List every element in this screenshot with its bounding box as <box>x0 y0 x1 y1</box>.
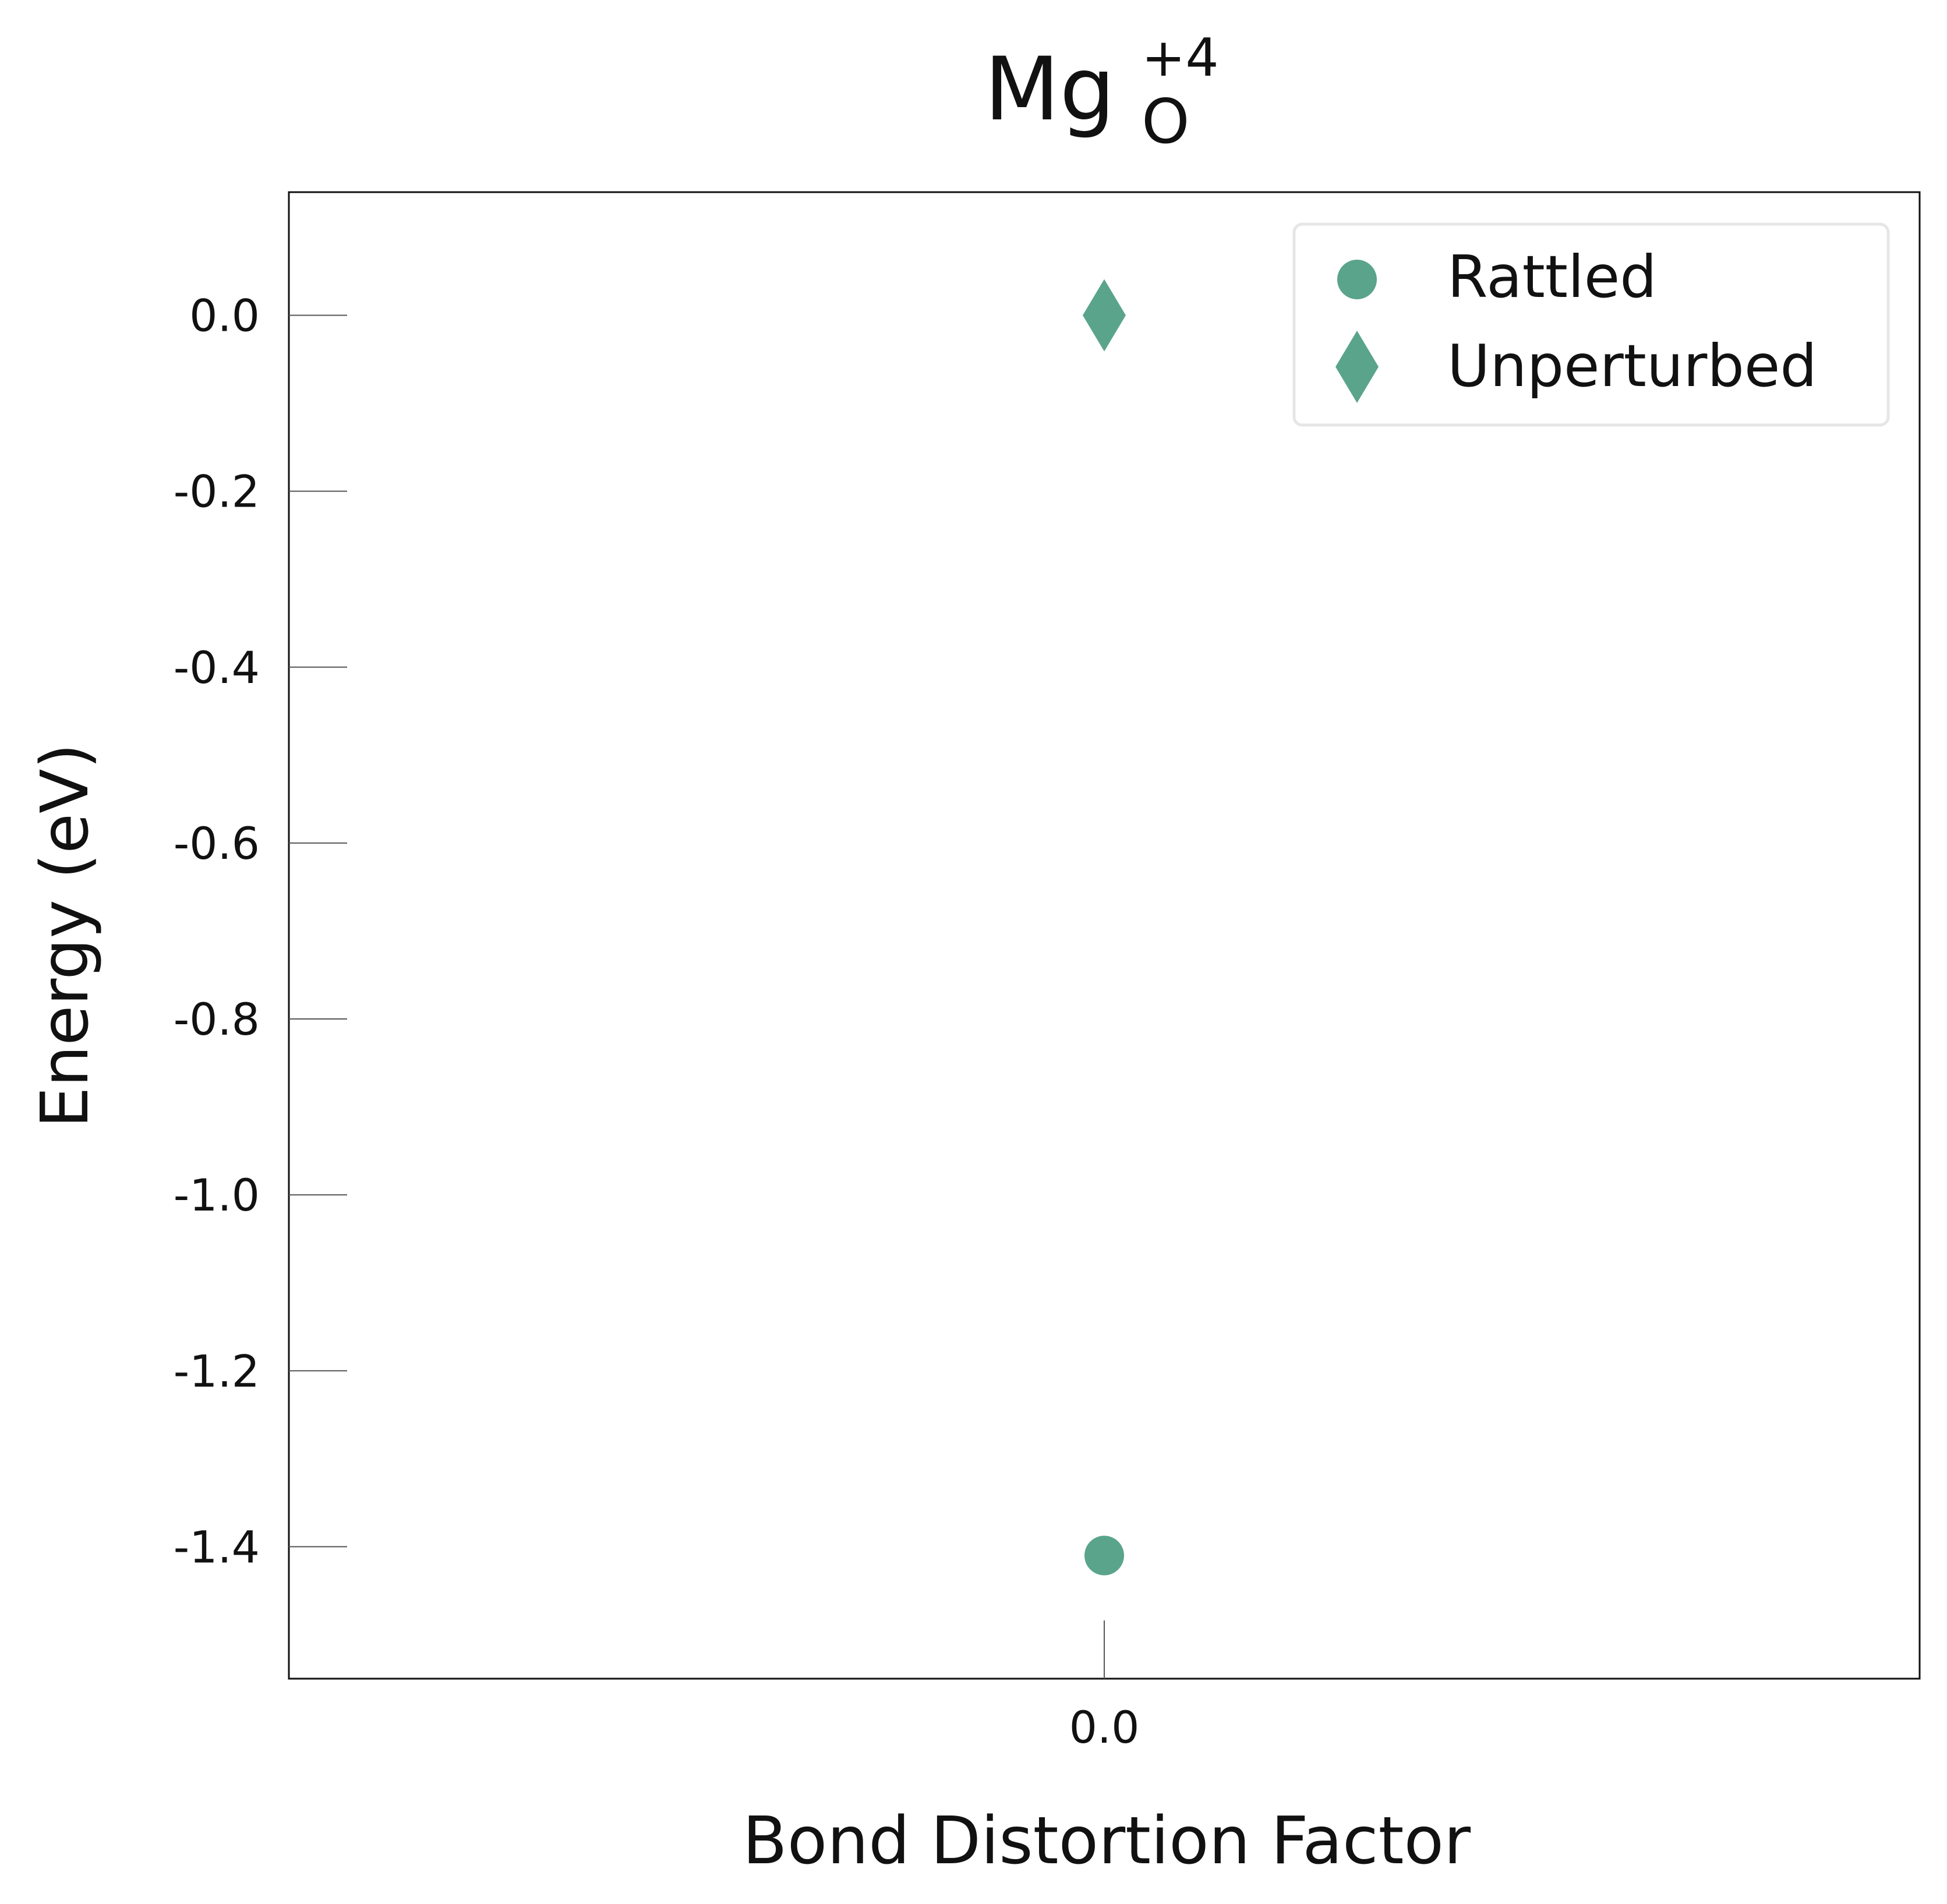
y-tick-label: -1.0 <box>174 1169 260 1221</box>
y-tick-label: -0.6 <box>174 817 260 869</box>
legend-rattled-marker <box>1337 260 1377 299</box>
title-superscript: +4 <box>1142 27 1219 89</box>
data-point-rattled <box>1084 1535 1124 1576</box>
title-base: Mg <box>984 39 1115 140</box>
legend-box <box>1292 222 1890 427</box>
y-axis-label: Energy (eV) <box>27 744 103 1128</box>
chart-title: Mg <box>984 39 1115 140</box>
x-axis-label: Bond Distortion Factor <box>743 1803 1471 1879</box>
legend: Rattled Unperturbed <box>1292 222 1890 427</box>
y-tick-label: 0.0 <box>189 289 260 341</box>
y-tick-label: -1.2 <box>174 1345 260 1397</box>
y-axis-ticks: 0.0 -0.2 -0.4 -0.6 -0.8 -1.0 -1.2 -1.4 <box>174 289 347 1573</box>
legend-unperturbed-label: Unperturbed <box>1447 332 1817 400</box>
x-tick-label: 0.0 <box>1069 1701 1140 1753</box>
y-tick-label: -0.2 <box>174 466 260 518</box>
data-markers <box>1083 279 1126 1576</box>
x-axis-ticks: 0.0 <box>1069 1620 1140 1753</box>
y-tick-label: -0.8 <box>174 993 260 1045</box>
y-tick-label: -1.4 <box>174 1521 260 1573</box>
data-point-unperturbed <box>1083 279 1126 352</box>
legend-rattled-label: Rattled <box>1447 243 1657 311</box>
y-tick-label: -0.4 <box>174 642 260 693</box>
legend-unperturbed-marker <box>1335 331 1379 403</box>
title-subscript: O <box>1142 86 1190 157</box>
